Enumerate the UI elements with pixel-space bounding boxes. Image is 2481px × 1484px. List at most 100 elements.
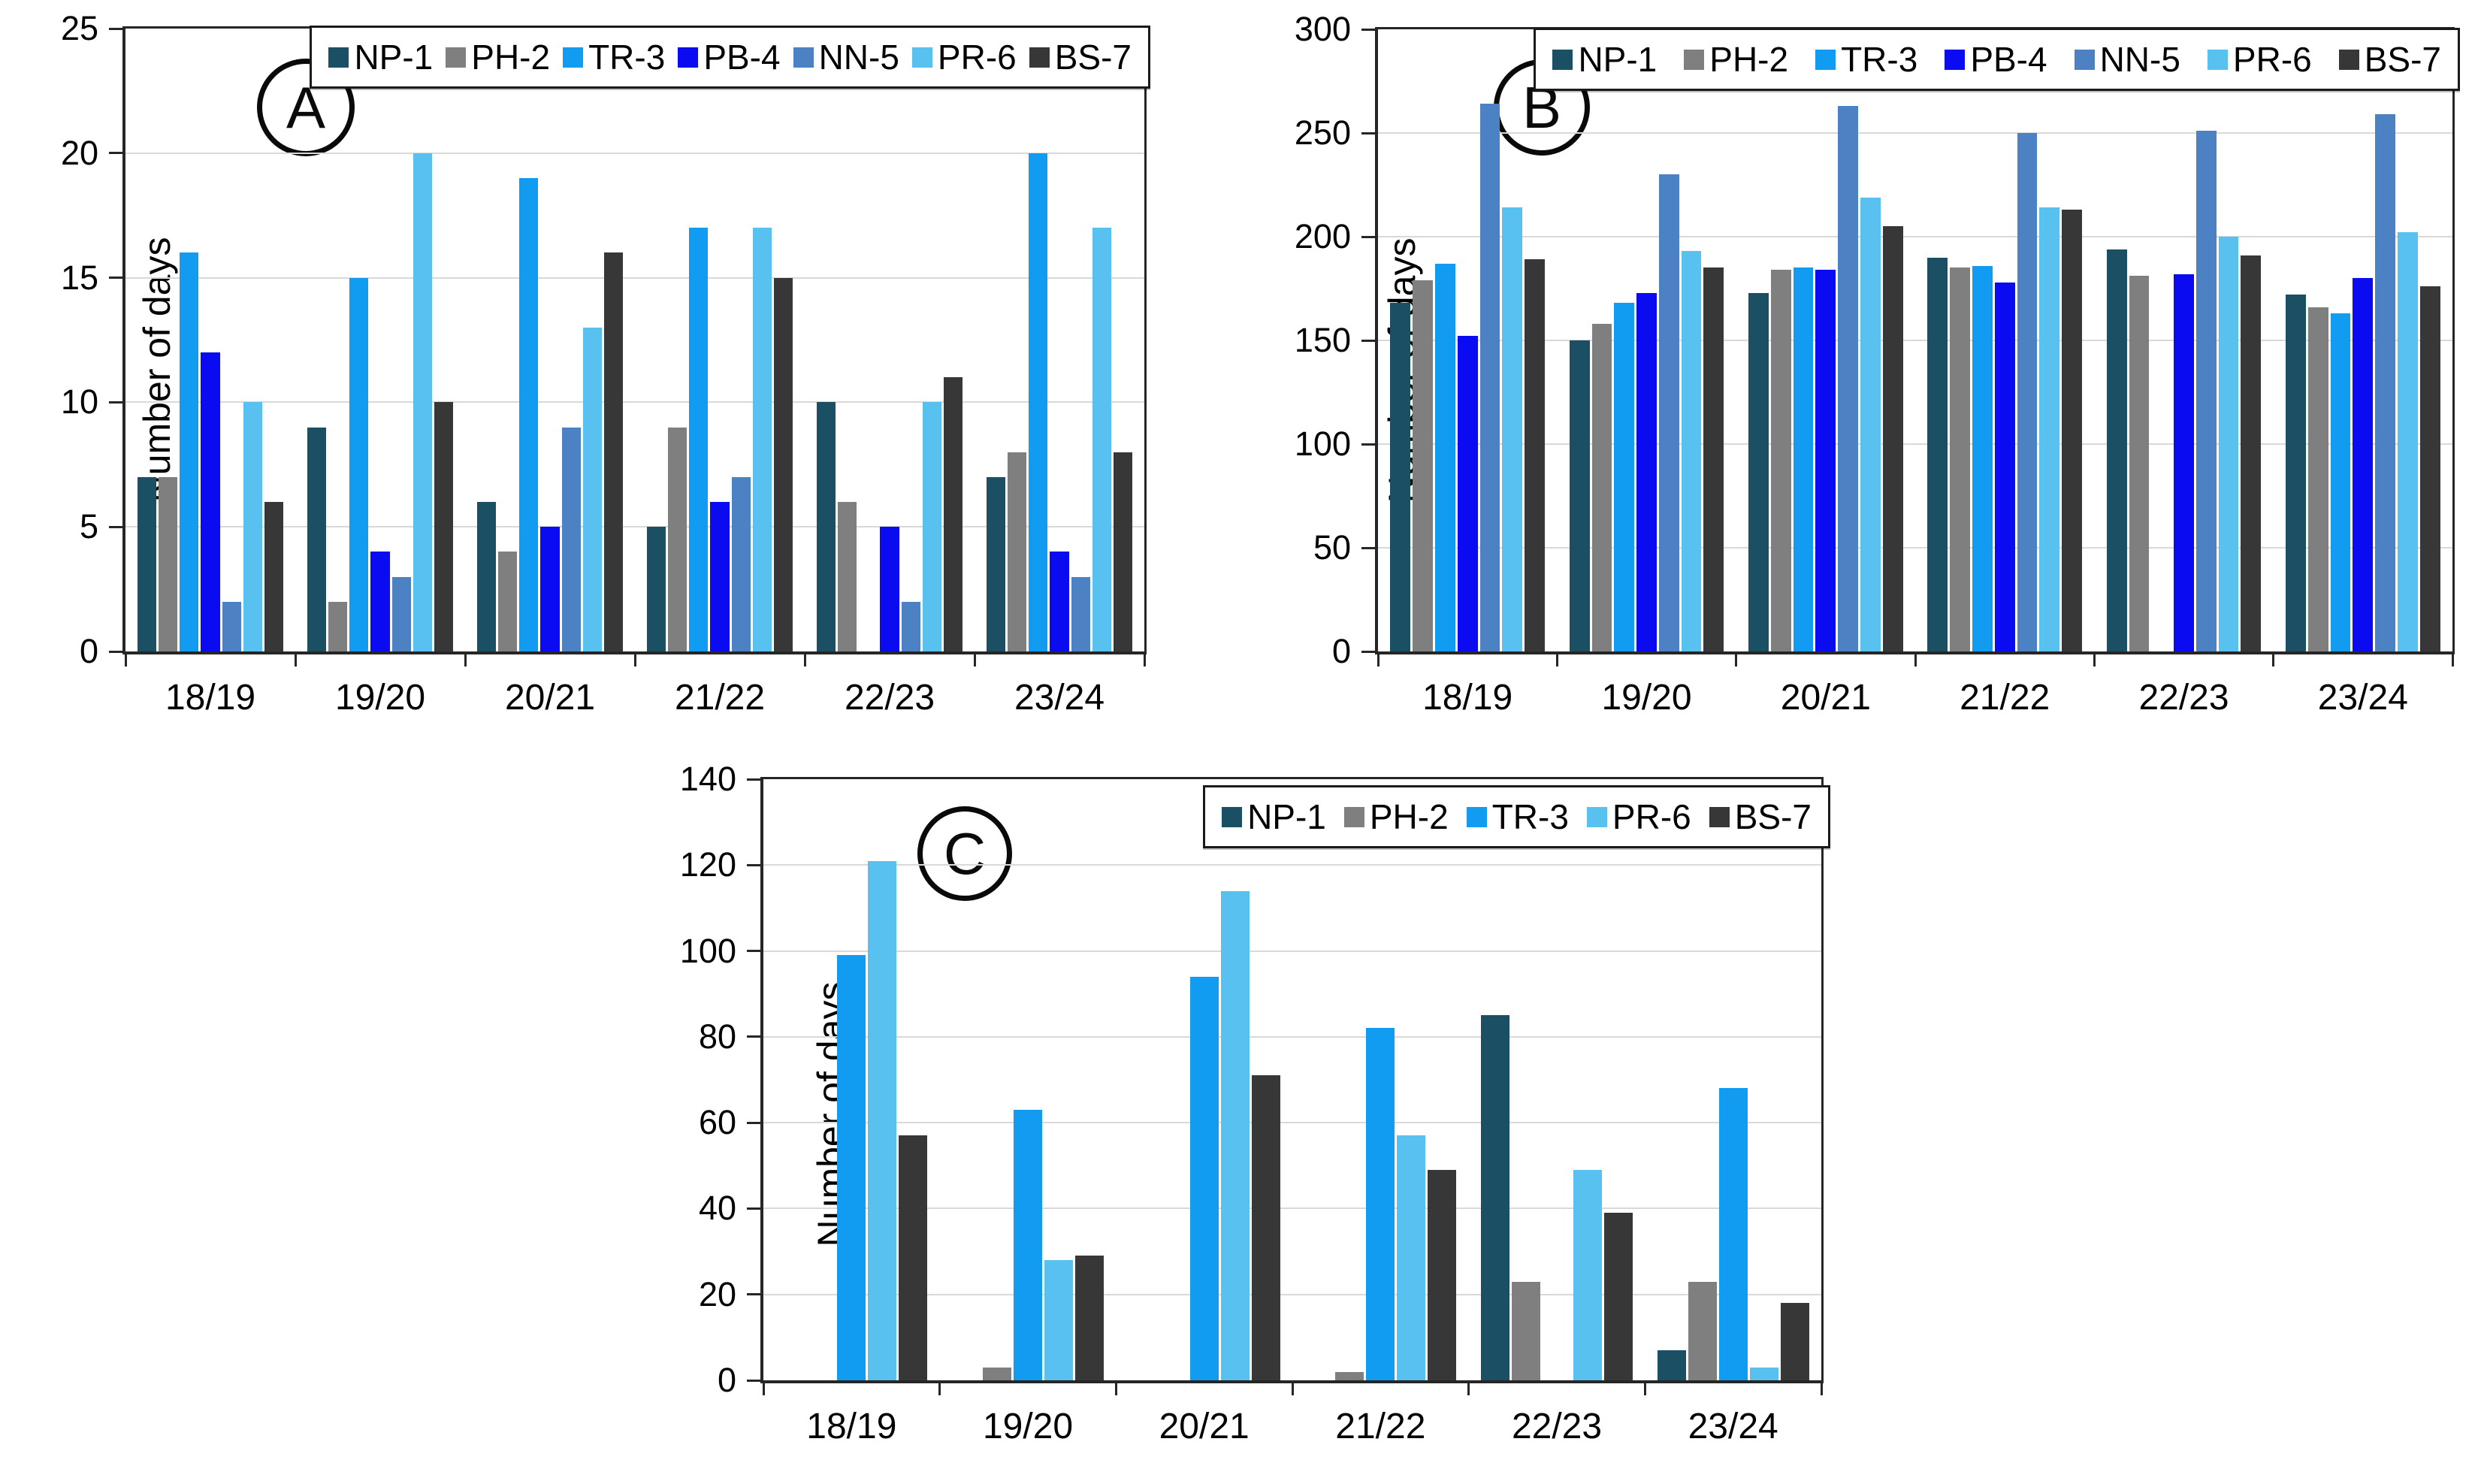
legend-label: NP-1 xyxy=(1247,797,1326,836)
bar-ph-2 xyxy=(1511,1281,1540,1380)
bar-nn-5 xyxy=(1658,174,1679,651)
bar-bs-7 xyxy=(1525,259,1545,651)
legend-label: NN-5 xyxy=(818,38,899,77)
legend-swatch xyxy=(793,47,814,68)
bar-pr-6 xyxy=(2218,237,2239,651)
x-tick-mark xyxy=(1735,654,1738,666)
bar-nn-5 xyxy=(2375,114,2395,651)
bar-ph-2 xyxy=(2307,307,2328,651)
legend-item-bs-7: BS-7 xyxy=(1029,37,1132,77)
bar-pr-6 xyxy=(412,153,433,651)
y-tick-mark xyxy=(109,152,122,155)
bar-nn-5 xyxy=(1838,106,1858,651)
x-axis-category-label: 20/21 xyxy=(1159,1407,1250,1446)
bar-bs-7 xyxy=(434,402,454,651)
bar-pr-6 xyxy=(1681,251,1702,651)
legend-label: TR-3 xyxy=(588,38,666,77)
legend-item-pb-4: PB-4 xyxy=(1945,39,2047,80)
legend-label: PH-2 xyxy=(1709,40,1789,79)
legend-item-nn-5: NN-5 xyxy=(793,37,899,77)
plot-area-b: Number of days B NP-1PH-2TR-3PB-4NN-5PR-… xyxy=(1295,10,2460,718)
bar-pb-4 xyxy=(1457,336,1478,651)
bar-pb-4 xyxy=(710,502,730,651)
y-tick-mark xyxy=(109,525,122,528)
y-tick-mark xyxy=(1361,546,1375,549)
legend-item-np-1: NP-1 xyxy=(328,37,433,77)
gridline xyxy=(763,950,1821,952)
bar-tr-3 xyxy=(1972,265,1993,651)
gridline xyxy=(763,1293,1821,1295)
y-tick-label: 300 xyxy=(1294,10,1351,48)
bar-bs-7 xyxy=(774,277,793,651)
bar-nn-5 xyxy=(222,601,241,651)
legend-swatch xyxy=(1222,806,1243,827)
legend-swatch xyxy=(563,47,584,68)
bar-np-1 xyxy=(646,527,666,651)
x-tick-mark xyxy=(1291,1383,1294,1395)
x-tick-mark xyxy=(762,1383,765,1395)
gridline xyxy=(763,1122,1821,1124)
legend-item-tr-3: TR-3 xyxy=(563,37,665,77)
bar-np-1 xyxy=(137,476,156,651)
panel-label-badge: C xyxy=(917,806,1012,901)
legend-swatch xyxy=(446,47,467,68)
x-tick-mark xyxy=(2093,654,2096,666)
legend-label: PH-2 xyxy=(471,38,551,77)
bar-np-1 xyxy=(986,476,1005,651)
x-tick-mark xyxy=(973,654,976,666)
x-axis-category-label: 18/19 xyxy=(1422,678,1513,718)
bar-tr-3 xyxy=(519,177,539,651)
legend-swatch xyxy=(1945,49,1966,70)
bar-pr-6 xyxy=(243,402,263,651)
gridline xyxy=(1378,132,2452,134)
y-tick-mark xyxy=(747,1379,760,1382)
x-tick-mark xyxy=(1114,1383,1117,1395)
x-axis-category-label: 19/20 xyxy=(982,1407,1074,1446)
bar-np-1 xyxy=(476,502,496,651)
legend-item-pb-4: PB-4 xyxy=(678,37,781,77)
legend-item-bs-7: BS-7 xyxy=(2338,39,2441,80)
y-tick-label: 60 xyxy=(698,1103,736,1142)
bar-tr-3 xyxy=(1029,153,1048,651)
y-tick-mark xyxy=(1361,131,1375,134)
legend: NP-1 PH-2 TR-3 PR-6 BS-7 xyxy=(1203,785,1830,848)
bar-nn-5 xyxy=(901,601,920,651)
bar-bs-7 xyxy=(1114,452,1133,651)
bar-tr-3 xyxy=(2330,313,2351,651)
x-tick-mark xyxy=(1820,1383,1823,1395)
bar-bs-7 xyxy=(1251,1075,1280,1380)
bar-np-1 xyxy=(307,427,326,651)
bar-bs-7 xyxy=(944,377,963,651)
bar-pr-6 xyxy=(1502,207,1523,651)
bar-pr-6 xyxy=(582,327,603,651)
x-tick-mark xyxy=(1143,654,1146,666)
legend-swatch xyxy=(678,47,699,68)
x-axis-category-label: 19/20 xyxy=(1601,678,1692,718)
legend-label: PH-2 xyxy=(1369,797,1449,836)
y-tick-mark xyxy=(1361,443,1375,446)
x-axis-category-label: 20/21 xyxy=(504,678,596,718)
y-tick-label: 150 xyxy=(1294,321,1351,359)
x-axis-category-label: 19/20 xyxy=(334,678,426,718)
chart-panel-b: Number of days B NP-1PH-2TR-3PB-4NN-5PR-… xyxy=(1264,0,2481,740)
y-tick-label: 100 xyxy=(679,931,736,970)
y-tick-mark xyxy=(1361,235,1375,238)
bar-tr-3 xyxy=(1013,1110,1043,1380)
y-tick-mark xyxy=(109,400,122,403)
bar-ph-2 xyxy=(1413,280,1433,651)
y-tick-mark xyxy=(747,1121,760,1124)
bar-pr-6 xyxy=(922,402,942,651)
legend-label: NP-1 xyxy=(354,38,434,77)
bar-tr-3 xyxy=(837,955,866,1380)
y-tick-label: 5 xyxy=(79,507,98,546)
bar-ph-2 xyxy=(1335,1371,1364,1380)
bar-tr-3 xyxy=(1434,263,1455,651)
bar-nn-5 xyxy=(1071,576,1090,651)
x-axis-category-label: 23/24 xyxy=(1014,678,1105,718)
x-tick-mark xyxy=(633,654,636,666)
x-axis-category-label: 22/23 xyxy=(2138,678,2229,718)
bar-nn-5 xyxy=(731,476,751,651)
bar-nn-5 xyxy=(561,427,581,651)
